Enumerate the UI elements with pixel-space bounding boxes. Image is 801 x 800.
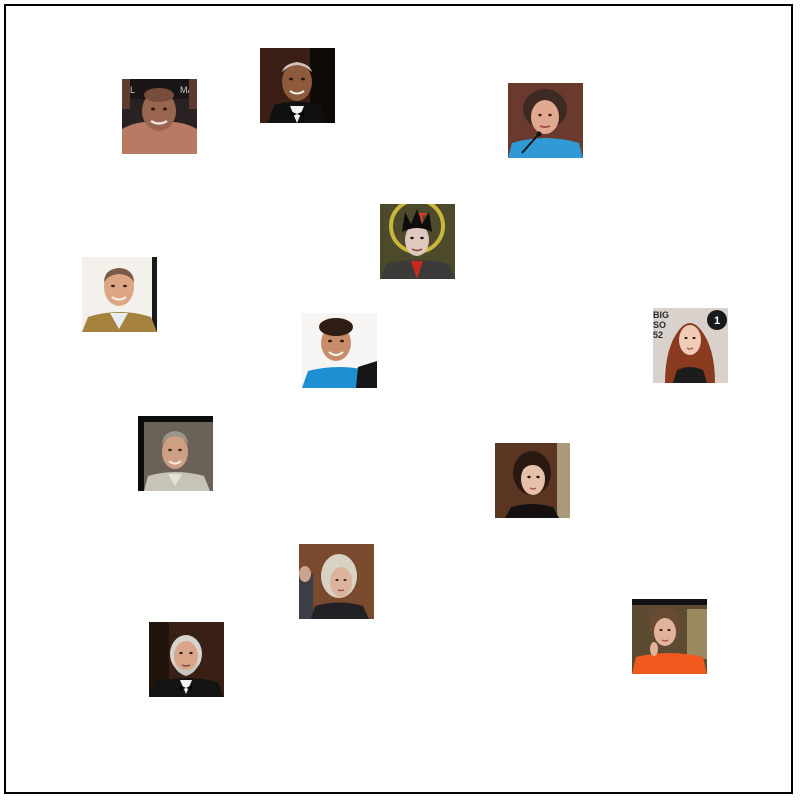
face-photo-10[interactable] bbox=[299, 544, 374, 619]
svg-text:MA: MA bbox=[180, 85, 194, 95]
face-photo-12[interactable] bbox=[149, 622, 224, 697]
face-photo-11[interactable] bbox=[632, 599, 707, 674]
svg-text:1: 1 bbox=[714, 315, 720, 327]
face-photo-6[interactable] bbox=[302, 313, 377, 388]
face-photo-2-image bbox=[260, 48, 335, 123]
face-photo-7[interactable]: BIG SO 52 1 bbox=[653, 308, 728, 383]
svg-text:T: T bbox=[416, 210, 427, 230]
face-photo-11-image bbox=[632, 599, 707, 674]
face-photo-5[interactable] bbox=[82, 257, 157, 332]
face-photo-9[interactable] bbox=[495, 443, 570, 518]
face-photo-1[interactable]: AL MA bbox=[122, 79, 197, 154]
face-photo-3[interactable] bbox=[508, 83, 583, 158]
face-photo-5-image bbox=[82, 257, 157, 332]
face-photo-2[interactable] bbox=[260, 48, 335, 123]
face-photo-4[interactable]: T bbox=[380, 204, 455, 279]
svg-text:BIG: BIG bbox=[653, 310, 669, 320]
face-photo-4-image: T bbox=[380, 204, 455, 279]
face-photo-8-image bbox=[138, 416, 213, 491]
svg-text:SO: SO bbox=[653, 320, 666, 330]
face-photo-10-image bbox=[299, 544, 374, 619]
face-photo-7-image: BIG SO 52 1 bbox=[653, 308, 728, 383]
face-photo-3-image bbox=[508, 83, 583, 158]
face-photo-12-image bbox=[149, 622, 224, 697]
face-photo-6-image bbox=[302, 313, 377, 388]
face-photo-9-image bbox=[495, 443, 570, 518]
face-photo-8[interactable] bbox=[138, 416, 213, 491]
svg-text:52: 52 bbox=[653, 330, 663, 340]
face-photo-1-image: AL MA bbox=[122, 79, 197, 154]
